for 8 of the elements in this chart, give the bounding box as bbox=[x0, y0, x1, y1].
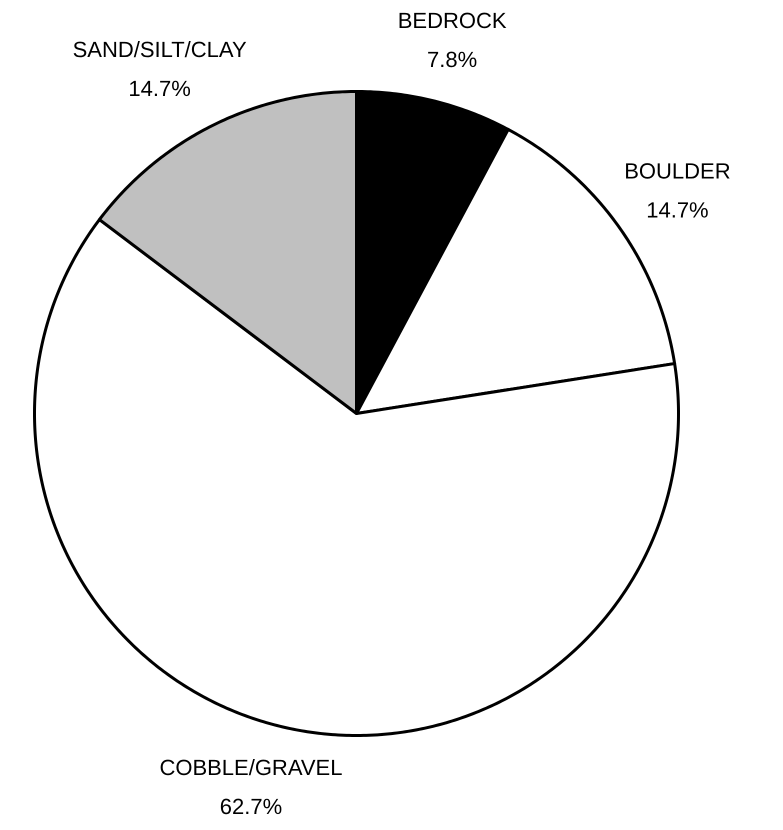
data-label: 14.7% bbox=[128, 76, 191, 101]
slice-label: BOULDER bbox=[624, 158, 731, 184]
slice-label: SAND/SILT/CLAY bbox=[72, 36, 247, 62]
data-label: 14.7% bbox=[646, 197, 709, 222]
slice-label: COBBLE/GRAVEL bbox=[159, 754, 342, 780]
data-label: 7.8% bbox=[427, 47, 478, 72]
data-label: 62.7% bbox=[220, 794, 282, 819]
slice-label: BEDROCK bbox=[398, 8, 507, 34]
